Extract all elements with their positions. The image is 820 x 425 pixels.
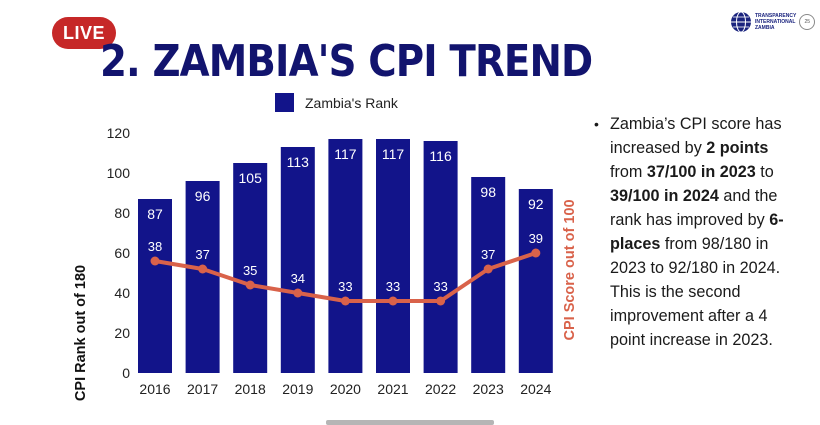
bar-value-label: 117 — [382, 146, 405, 162]
bar-value-label: 105 — [239, 170, 263, 186]
score-value-label: 34 — [291, 271, 305, 286]
score-value-label: 33 — [338, 279, 352, 294]
score-point — [150, 256, 160, 266]
summary-highlight: 39/100 in 2024 — [610, 187, 719, 205]
horizontal-scrollbar[interactable] — [326, 420, 494, 425]
score-value-label: 33 — [386, 279, 400, 294]
score-point — [436, 296, 446, 306]
bar-2020 — [328, 139, 363, 373]
y-tick-label: 80 — [114, 205, 130, 221]
x-tick-label: 2017 — [187, 381, 218, 397]
score-point — [293, 288, 303, 298]
summary-bullet-item: • Zambia’s CPI score has increased by 2 … — [594, 112, 794, 352]
legend-label: Zambia's Rank — [305, 95, 399, 111]
bar-2017 — [185, 181, 220, 373]
bar-2016 — [138, 199, 172, 373]
bar-value-label: 92 — [528, 196, 544, 212]
summary-highlight: 37/100 in 2023 — [646, 163, 756, 181]
legend-swatch — [275, 93, 294, 112]
score-point — [388, 296, 398, 306]
x-tick-label: 2016 — [139, 381, 170, 397]
org-logo: TRANSPARENCY INTERNATIONAL ZAMBIA 25 — [730, 8, 816, 36]
bar-2021 — [376, 139, 410, 373]
bar-value-label: 87 — [147, 206, 163, 222]
bar-2019 — [280, 147, 315, 373]
score-point — [483, 264, 493, 274]
live-badge: LIVE — [52, 17, 116, 49]
org-name: TRANSPARENCY INTERNATIONAL ZAMBIA — [755, 13, 797, 31]
summary-fragment: from 98/180 in 2023 to 92/180 in 2024. T… — [610, 235, 781, 349]
summary-fragment: Zambia’s CPI score has increased by — [610, 115, 782, 157]
anniversary-badge: 25 — [799, 14, 816, 30]
summary-paragraph: Zambia’s CPI score has increased by 2 po… — [610, 112, 794, 352]
bullet-icon: • — [594, 116, 599, 132]
score-point — [531, 248, 541, 258]
score-value-label: 37 — [481, 247, 495, 262]
y-tick-label: 60 — [114, 245, 130, 261]
bar-2022 — [423, 141, 458, 373]
y2-axis-label: CPI Score out of 100 — [562, 199, 578, 340]
y-tick-label: 20 — [114, 325, 130, 341]
bar-value-label: 96 — [195, 188, 211, 204]
summary-highlight: 2 points — [706, 139, 769, 157]
bar-value-label: 116 — [429, 148, 452, 164]
x-tick-label: 2018 — [235, 381, 266, 397]
bar-value-label: 113 — [287, 154, 310, 170]
score-point — [340, 296, 350, 306]
summary-text: • Zambia’s CPI score has increased by 2 … — [594, 112, 794, 352]
y-tick-label: 100 — [107, 165, 131, 181]
y-tick-label: 120 — [107, 125, 131, 141]
y-tick-label: 0 — [122, 365, 130, 381]
bar-value-label: 117 — [334, 146, 357, 162]
score-value-label: 35 — [243, 263, 257, 278]
page-title: 2. ZAMBIA'S CPI TREND — [100, 36, 593, 87]
y-tick-label: 40 — [114, 285, 130, 301]
summary-fragment: to — [755, 163, 774, 181]
x-tick-label: 2023 — [473, 381, 504, 397]
score-point — [198, 264, 208, 274]
bar-2024 — [518, 189, 553, 373]
y-axis-label: CPI Rank out of 180 — [73, 265, 89, 401]
score-value-label: 38 — [148, 239, 162, 254]
bar-value-label: 98 — [480, 184, 496, 200]
cpi-chart: Zambia's Rank CPI Rank out of 180 CPI Sc… — [73, 93, 578, 401]
score-value-label: 33 — [433, 279, 447, 294]
summary-fragment: from — [610, 163, 647, 181]
summary-fragment: and the rank has improved by — [610, 187, 778, 229]
globe-icon — [731, 11, 751, 33]
x-tick-label: 2022 — [425, 381, 456, 397]
x-tick-label: 2021 — [377, 381, 408, 397]
chart-legend: Zambia's Rank — [275, 93, 399, 112]
x-tick-label: 2024 — [520, 381, 551, 397]
score-value-label: 37 — [195, 247, 209, 262]
x-tick-label: 2020 — [330, 381, 361, 397]
bar-2018 — [233, 163, 268, 373]
score-point — [245, 280, 255, 290]
summary-highlight: 6-places — [610, 211, 784, 253]
x-tick-label: 2019 — [282, 381, 313, 397]
score-value-label: 39 — [529, 231, 543, 246]
